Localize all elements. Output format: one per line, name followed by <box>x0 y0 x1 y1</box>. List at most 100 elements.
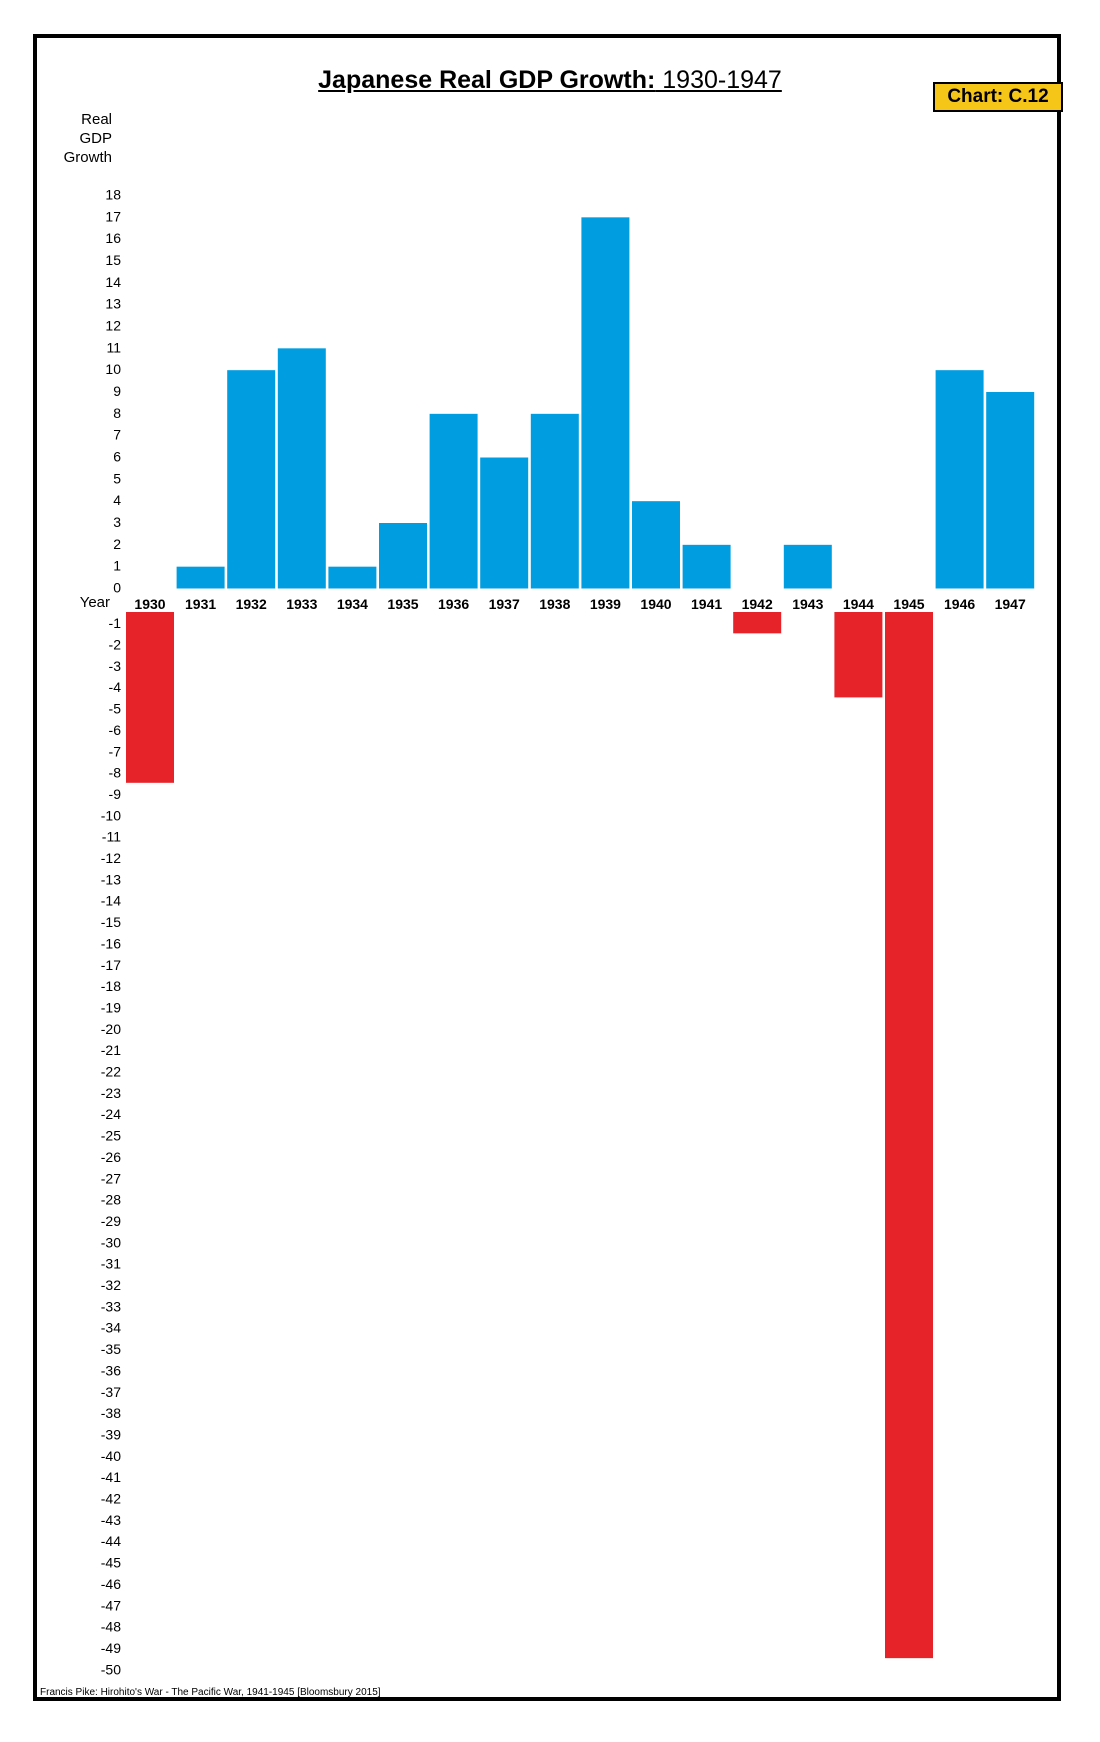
y-tick-label: 14 <box>105 274 121 290</box>
x-tick-label: 1942 <box>742 596 773 612</box>
x-tick-label: 1936 <box>438 596 469 612</box>
x-tick-label: 1931 <box>185 596 216 612</box>
y-tick-label: -8 <box>109 765 122 781</box>
y-tick-label: -33 <box>101 1298 121 1314</box>
y-tick-label: -40 <box>101 1448 121 1464</box>
y-tick-label: -27 <box>101 1170 121 1186</box>
y-tick-label: -31 <box>101 1256 121 1272</box>
bar <box>176 566 225 589</box>
bar <box>733 612 782 634</box>
y-tick-label: -25 <box>101 1128 121 1144</box>
y-tick-label: -13 <box>101 871 121 887</box>
x-tick-label: 1938 <box>539 596 570 612</box>
y-tick-label: 7 <box>113 427 121 443</box>
x-tick-label: 1945 <box>893 596 924 612</box>
x-tick-label: 1946 <box>944 596 975 612</box>
y-tick-label: -4 <box>109 679 122 695</box>
y-tick-label: -34 <box>101 1320 121 1336</box>
y-tick-label: -14 <box>101 893 121 909</box>
bar <box>328 566 377 589</box>
y-axis-label-line: Growth <box>63 149 112 166</box>
chart-title-main: Japanese Real GDP Growth: <box>318 66 656 94</box>
x-tick-label: 1934 <box>337 596 368 612</box>
x-tick-label: 1941 <box>691 596 722 612</box>
y-tick-label: -29 <box>101 1213 121 1229</box>
bar <box>530 413 579 589</box>
bar <box>581 217 630 589</box>
y-tick-label: -47 <box>101 1597 121 1613</box>
y-tick-label: -23 <box>101 1085 121 1101</box>
x-tick-label: 1947 <box>995 596 1026 612</box>
y-tick-label: -12 <box>101 850 121 866</box>
y-tick-label: -2 <box>109 637 122 653</box>
y-tick-label: 2 <box>113 536 121 552</box>
y-tick-label: 17 <box>105 208 121 224</box>
y-tick-label: -49 <box>101 1640 121 1656</box>
bar <box>480 457 529 589</box>
y-tick-label: -6 <box>109 722 122 738</box>
y-tick-label: -43 <box>101 1512 121 1528</box>
chart-frame <box>33 34 1061 1701</box>
y-tick-label: -37 <box>101 1384 121 1400</box>
y-tick-label: -10 <box>101 807 121 823</box>
x-tick-label: 1939 <box>590 596 621 612</box>
y-tick-label: -21 <box>101 1042 121 1058</box>
y-tick-label: -1 <box>109 615 122 631</box>
bar <box>632 501 680 589</box>
y-tick-label: 6 <box>113 449 121 465</box>
y-tick-label: -50 <box>101 1661 121 1677</box>
chart-id-badge: Chart: C.12 <box>933 82 1063 112</box>
x-tick-label: 1933 <box>286 596 317 612</box>
bar <box>126 612 174 783</box>
y-tick-label: 9 <box>113 383 121 399</box>
bar <box>429 413 478 589</box>
y-tick-label: 12 <box>105 318 121 334</box>
y-axis-label: Real GDP Growth <box>48 110 112 167</box>
y-tick-label: -45 <box>101 1555 121 1571</box>
source-footnote: Francis Pike: Hirohito's War - The Pacif… <box>40 1687 381 1698</box>
y-tick-label: -19 <box>101 999 121 1015</box>
y-tick-label: 8 <box>113 405 121 421</box>
bar <box>277 348 326 589</box>
y-tick-label: 16 <box>105 230 121 246</box>
y-tick-label: -46 <box>101 1576 121 1592</box>
y-tick-label: 18 <box>105 187 121 203</box>
y-tick-label: -35 <box>101 1341 121 1357</box>
bar <box>682 544 731 589</box>
y-tick-label: -9 <box>109 786 122 802</box>
x-tick-label: 1940 <box>640 596 671 612</box>
y-tick-label: -42 <box>101 1491 121 1507</box>
y-tick-label: 3 <box>113 514 121 530</box>
y-tick-label: -15 <box>101 914 121 930</box>
x-tick-label: 1944 <box>843 596 874 612</box>
y-tick-label: -7 <box>109 743 122 759</box>
bar <box>935 370 984 589</box>
y-tick-label: -39 <box>101 1426 121 1442</box>
y-axis-label-line: Real <box>81 111 112 128</box>
y-tick-label: -16 <box>101 935 121 951</box>
y-tick-label: -20 <box>101 1021 121 1037</box>
y-tick-label: 15 <box>105 252 121 268</box>
y-tick-label: -3 <box>109 658 122 674</box>
y-tick-label: -36 <box>101 1362 121 1378</box>
y-tick-label: -17 <box>101 957 121 973</box>
y-tick-label: -44 <box>101 1533 121 1549</box>
y-tick-label: 4 <box>113 492 121 508</box>
x-tick-label: 1943 <box>792 596 823 612</box>
bar <box>834 612 883 698</box>
bar <box>379 523 427 589</box>
y-tick-label: -24 <box>101 1106 121 1122</box>
y-tick-label: -32 <box>101 1277 121 1293</box>
y-tick-label: -11 <box>102 829 121 845</box>
bar <box>986 392 1035 589</box>
y-tick-label: -22 <box>101 1064 121 1080</box>
x-tick-label: 1937 <box>489 596 520 612</box>
y-tick-label: 0 <box>113 580 121 596</box>
y-tick-label: -26 <box>101 1149 121 1165</box>
y-axis-label-line: GDP <box>79 130 112 147</box>
bar <box>783 544 832 589</box>
chart-title: Japanese Real GDP Growth: 1930-1947 <box>0 66 1100 95</box>
y-tick-label: -5 <box>109 701 122 717</box>
y-tick-label: -38 <box>101 1405 121 1421</box>
